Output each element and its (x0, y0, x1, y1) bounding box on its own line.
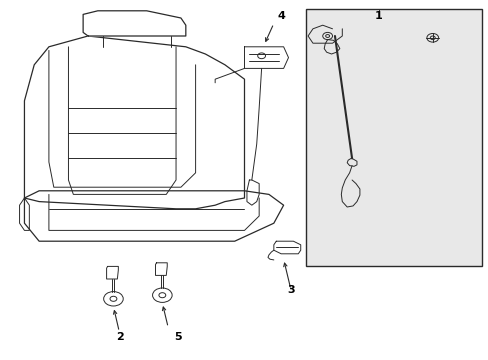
Text: 2: 2 (116, 332, 123, 342)
Polygon shape (24, 36, 244, 209)
Bar (305, 9, 481, 266)
Text: 5: 5 (174, 332, 182, 342)
Polygon shape (24, 191, 283, 241)
Polygon shape (83, 11, 185, 36)
Text: 4: 4 (277, 11, 285, 21)
Text: 3: 3 (286, 285, 294, 295)
Text: 1: 1 (374, 11, 382, 21)
